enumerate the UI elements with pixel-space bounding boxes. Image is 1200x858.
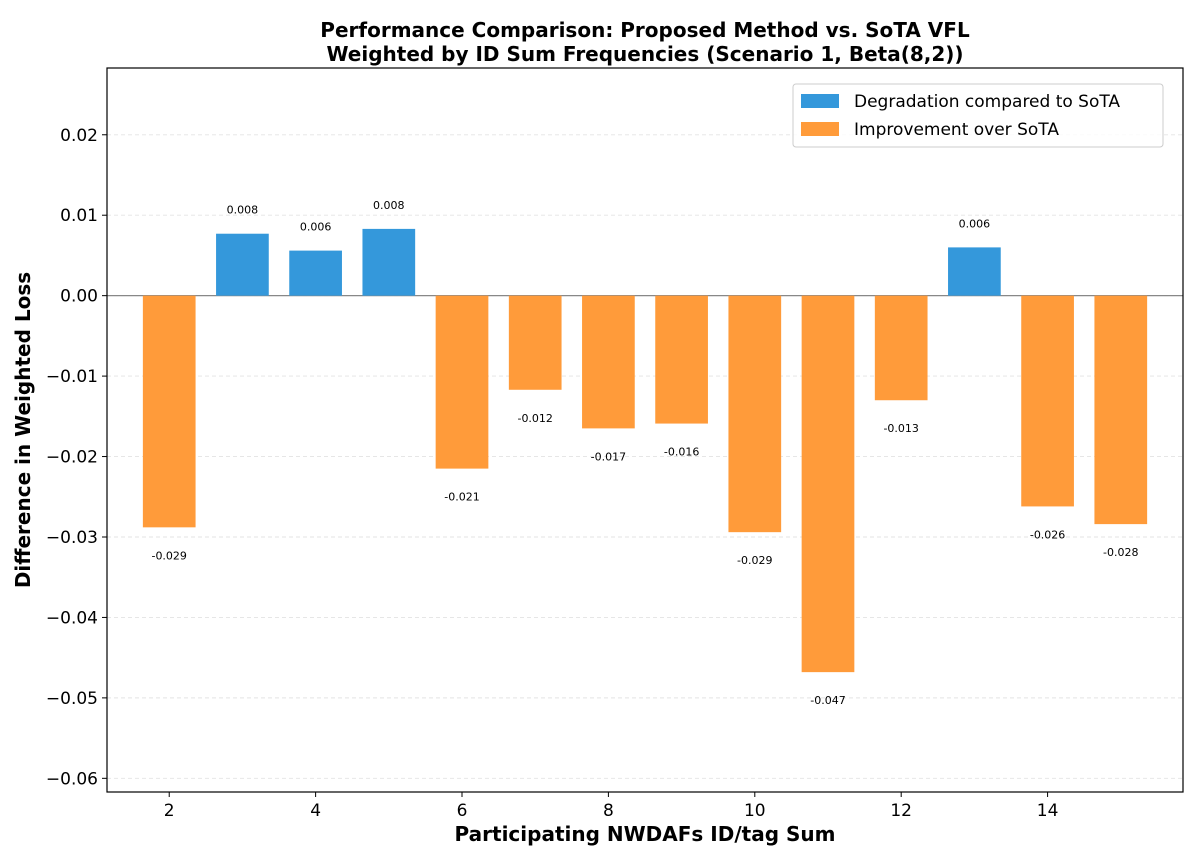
y-axis-ticks: 0.02 0.01 0.00 −0.01 −0.02 −0.03 −0.04 −0.05 −0.… — [46, 126, 107, 789]
bar — [801, 295, 855, 673]
data-label: -0.029 — [151, 549, 186, 562]
x-tick-label: 6 — [457, 801, 468, 821]
y-tick-label: −0.06 — [46, 769, 98, 789]
y-tick-label: 0.01 — [60, 206, 98, 226]
data-label: -0.047 — [810, 694, 845, 707]
y-axis-title: Difference in Weighted Loss — [11, 272, 35, 588]
data-labels: -0.029 0.008 0.006 0.008 -0.021 -0.012 -0.017 -… — [151, 199, 1138, 707]
bar — [508, 295, 562, 390]
data-label: 0.006 — [959, 217, 991, 230]
bar — [655, 295, 708, 424]
data-label: -0.016 — [664, 446, 699, 459]
x-tick-label: 12 — [890, 801, 912, 821]
y-tick-label: −0.05 — [46, 689, 98, 709]
y-tick-label: −0.02 — [46, 448, 98, 468]
x-tick-label: 14 — [1037, 801, 1059, 821]
bar — [216, 233, 269, 296]
legend-swatch-degradation — [801, 94, 839, 108]
bar — [728, 295, 782, 533]
data-label: -0.017 — [591, 450, 626, 463]
bar — [435, 295, 489, 469]
bars — [142, 228, 1148, 673]
legend: Degradation compared to SoTA Improvement… — [792, 83, 1164, 148]
x-tick-label: 10 — [744, 801, 766, 821]
y-tick-label: −0.03 — [46, 528, 98, 548]
chart-title: Performance Comparison: Proposed Method … — [320, 18, 970, 42]
x-tick-label: 4 — [310, 801, 321, 821]
bar — [142, 295, 196, 528]
bar — [582, 295, 635, 429]
bar — [289, 250, 342, 296]
x-tick-label: 2 — [164, 801, 175, 821]
y-tick-label: 0.00 — [60, 287, 98, 307]
data-label: 0.006 — [300, 221, 332, 234]
data-label: 0.008 — [227, 204, 259, 217]
legend-label-improvement: Improvement over SoTA — [854, 120, 1059, 140]
data-label: 0.008 — [373, 199, 405, 212]
bar — [362, 228, 416, 296]
legend-box — [792, 83, 1164, 148]
plot-frame — [106, 67, 1184, 793]
x-axis-ticks: 2 4 6 8 10 12 14 — [164, 792, 1059, 821]
x-tick-label: 8 — [603, 801, 614, 821]
bar — [874, 295, 928, 401]
x-axis-title: Participating NWDAFs ID/tag Sum — [455, 822, 836, 846]
chart-subtitle: Weighted by ID Sum Frequencies (Scenario… — [326, 42, 963, 66]
legend-label-degradation: Degradation compared to SoTA — [854, 92, 1120, 112]
y-tick-label: −0.04 — [46, 608, 98, 628]
y-tick-label: 0.02 — [60, 126, 98, 146]
data-label: -0.028 — [1103, 546, 1138, 559]
legend-swatch-improvement — [801, 122, 839, 136]
bar — [948, 247, 1001, 296]
data-label: -0.026 — [1030, 528, 1065, 541]
bar — [1094, 295, 1148, 525]
data-label: -0.012 — [517, 412, 552, 425]
data-label: -0.013 — [883, 422, 918, 435]
bar — [1021, 295, 1074, 507]
y-tick-label: −0.01 — [46, 367, 98, 387]
data-label: -0.029 — [737, 554, 772, 567]
data-label: -0.021 — [444, 491, 479, 504]
